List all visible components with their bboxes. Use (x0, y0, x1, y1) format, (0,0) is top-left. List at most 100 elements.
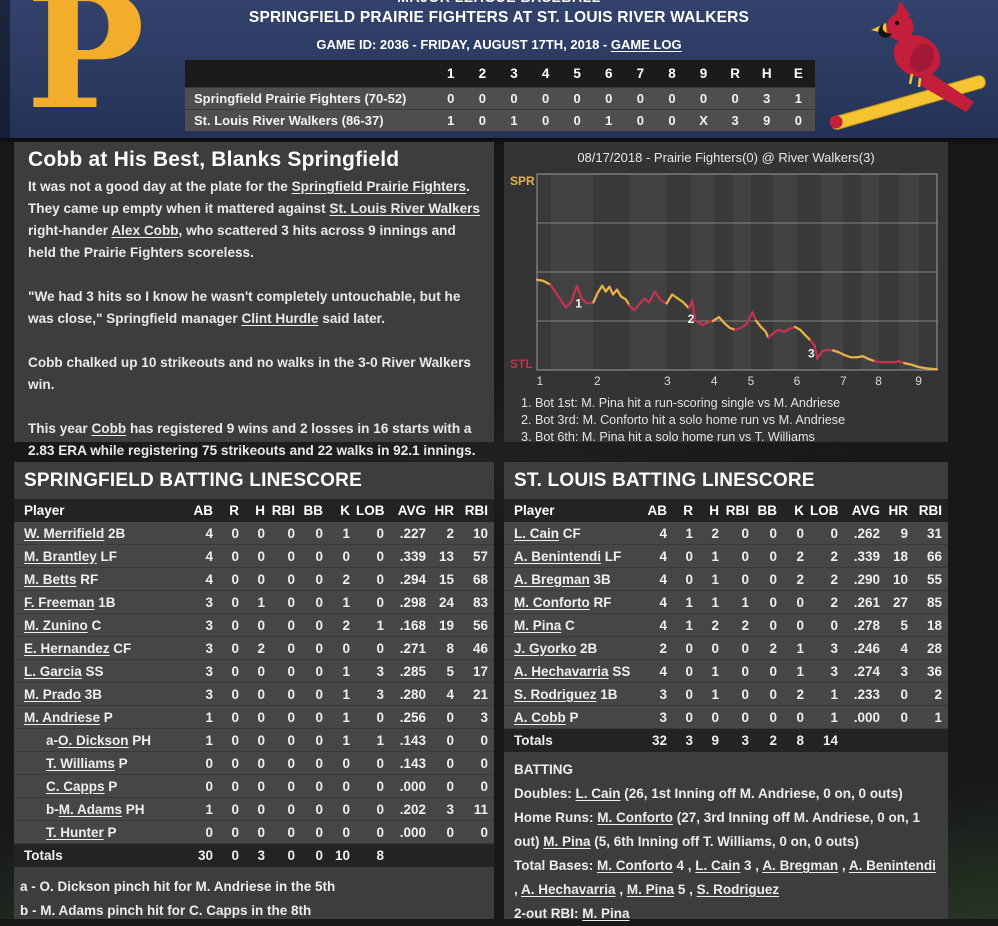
batting-column-header: Player (514, 503, 555, 518)
player-link[interactable]: M. Betts (24, 571, 77, 587)
stat-cell: 0 (231, 640, 239, 656)
league-title-clipped: MAJOR LEAGUE BASEBALL (0, 0, 998, 4)
text-segment: , (514, 882, 522, 897)
player-link[interactable]: A. Bregman (762, 858, 839, 873)
stat-cell: 0 (446, 755, 454, 771)
batting-column-header: H (709, 503, 719, 518)
stat-cell: 0 (257, 571, 265, 587)
player-link[interactable]: M. Pina (626, 882, 675, 897)
totals-cell: 0 (315, 848, 323, 863)
totals-cell: 8 (376, 848, 384, 863)
player-link[interactable]: M. Prado (24, 686, 82, 702)
stat-cell: 0 (769, 548, 777, 564)
player-link[interactable]: M. Conforto (597, 810, 673, 825)
spr-axis-label: SPR (510, 174, 535, 188)
inning-score-cell: 0 (636, 113, 644, 128)
batter-row: E. Hernandez CF 3 0 2 0 0 0 0 .271 8 46 (14, 637, 494, 660)
game-log-link[interactable]: GAME LOG (610, 37, 682, 52)
player-link[interactable]: W. Merrifield (24, 525, 105, 541)
home-batting-table: Player AB R H RBI BB K LOB AVG HR RBI L. Cain CF 4 1 2… (504, 499, 948, 752)
player-link[interactable]: T. Hunter (46, 824, 104, 840)
batter-row: L. Garcia SS 3 0 0 0 0 1 3 .285 5 17 (14, 660, 494, 683)
chart-title: 08/17/2018 - Prairie Fighters(0) @ River… (577, 150, 875, 165)
player-link[interactable]: A. Benintendi (848, 858, 936, 873)
stat-cell: 1 (934, 709, 942, 725)
player-link[interactable]: J. Gyorko (514, 640, 577, 656)
player-link[interactable]: M. Andriese (24, 709, 101, 725)
stat-cell: 4 (446, 686, 454, 702)
batter-name-cell: M. Brantley LF (14, 549, 190, 564)
player-link[interactable]: A. Cobb (514, 709, 566, 725)
article-link[interactable]: St. Louis River Walkers (329, 201, 480, 216)
article-link[interactable]: Clint Hurdle (241, 311, 319, 326)
stat-cell: 1 (376, 617, 384, 633)
x-axis-tick-label: 5 (748, 374, 755, 388)
totals-cell: 32 (651, 733, 667, 748)
player-link[interactable]: A. Bregman (514, 571, 590, 587)
away-batting-table: Player AB R H RBI BB K LOB AVG HR RBI W. Merrifield… (14, 499, 494, 867)
stat-cell: 15 (438, 571, 454, 587)
inning-score-cell: 0 (573, 113, 581, 128)
player-link[interactable]: T. Williams (46, 755, 115, 771)
totals-cell: 0 (287, 848, 295, 863)
text-segment: (27, 3rd Inning off M. Andriese, 0 on, 1… (514, 810, 921, 849)
stat-cell: .262 (853, 525, 880, 541)
stat-cell: 0 (257, 709, 265, 725)
player-link[interactable]: A. Benintendi (514, 548, 601, 564)
stat-cell: 0 (685, 686, 693, 702)
player-link[interactable]: L. Cain (514, 525, 560, 541)
player-link[interactable]: L. Cain (575, 786, 621, 801)
x-axis-tick-label: 3 (664, 374, 671, 388)
player-link[interactable]: L. Cain (695, 858, 741, 873)
player-link[interactable]: M. Brantley (24, 548, 97, 564)
player-link[interactable]: E. Hernandez (24, 640, 110, 656)
player-link[interactable]: M. Pina (514, 617, 562, 633)
win-prob-line-red (628, 290, 668, 312)
batter-name-cell: M. Zunino C (14, 618, 190, 633)
stl-axis-label: STL (510, 357, 533, 371)
player-link[interactable]: S. Rodriguez (514, 686, 597, 702)
player-link[interactable]: M. Conforto (597, 858, 673, 873)
stat-cell: 21 (472, 686, 488, 702)
batter-row: A. Bregman 3B 4 0 1 0 0 2 2.290 10 55 (504, 568, 948, 591)
player-link[interactable]: A. Hechavarria (514, 663, 609, 679)
stat-cell: .278 (853, 617, 880, 633)
stat-cell: 66 (926, 548, 942, 564)
stat-cell: 4 (659, 525, 667, 541)
batting-column-header: AVG (397, 503, 426, 518)
home-batting-panel: ST. LOUIS BATTING LINESCORE Player AB R H RB… (504, 462, 948, 921)
player-link[interactable]: M. Adams (58, 801, 123, 817)
player-link[interactable]: A. Hechavarria (521, 882, 616, 897)
stat-cell: 0 (711, 640, 719, 656)
stat-cell: .143 (399, 755, 426, 771)
player-link[interactable]: L. Garcia (24, 663, 82, 679)
article-link[interactable]: Springfield Prairie Fighters (291, 179, 467, 194)
stat-cell: 3 (205, 663, 213, 679)
article-link[interactable]: Alex Cobb (111, 223, 179, 238)
totals-cell: 3 (741, 733, 749, 748)
stat-cell: 2 (796, 686, 804, 702)
position-label: C (561, 617, 575, 633)
player-link[interactable]: M. Pina (543, 834, 591, 849)
batting-column-header: AVG (851, 503, 880, 518)
position-label: 2B (104, 525, 126, 541)
stat-cell: 0 (287, 755, 295, 771)
game-header: MAJOR LEAGUE BASEBALL SPRINGFIELD PRAIRI… (0, 0, 998, 174)
batter-name-cell: F. Freeman 1B (14, 595, 190, 610)
away-footnotes: a - O. Dickson pinch hit for M. Andriese… (14, 867, 494, 923)
stat-cell: 0 (315, 594, 323, 610)
player-link[interactable]: M. Conforto (514, 594, 590, 610)
stat-cell: 0 (231, 525, 239, 541)
player-link[interactable]: O. Dickson (58, 732, 129, 748)
player-link[interactable]: C. Capps (46, 778, 105, 794)
stat-cell: 0 (900, 686, 908, 702)
player-link[interactable]: S. Rodriguez (696, 882, 780, 897)
stat-cell: .256 (399, 709, 426, 725)
batter-name-cell: C. Capps P (14, 779, 190, 794)
player-link[interactable]: F. Freeman (24, 594, 95, 610)
player-link[interactable]: M. Pina (582, 906, 630, 921)
article-link[interactable]: Cobb (91, 421, 127, 436)
stat-cell: 0 (287, 686, 295, 702)
player-link[interactable]: M. Zunino (24, 617, 88, 633)
